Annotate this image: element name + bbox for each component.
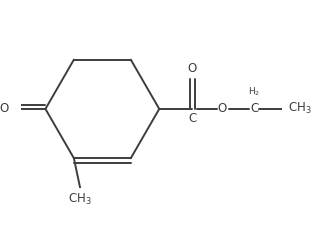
Text: CH$_3$: CH$_3$ [68, 192, 92, 207]
Text: C: C [188, 112, 197, 125]
Text: C: C [250, 102, 258, 116]
Text: O: O [0, 102, 9, 116]
Text: H$_2$: H$_2$ [248, 85, 260, 98]
Text: O: O [218, 102, 227, 116]
Text: O: O [188, 62, 197, 75]
Text: CH$_3$: CH$_3$ [288, 101, 312, 116]
